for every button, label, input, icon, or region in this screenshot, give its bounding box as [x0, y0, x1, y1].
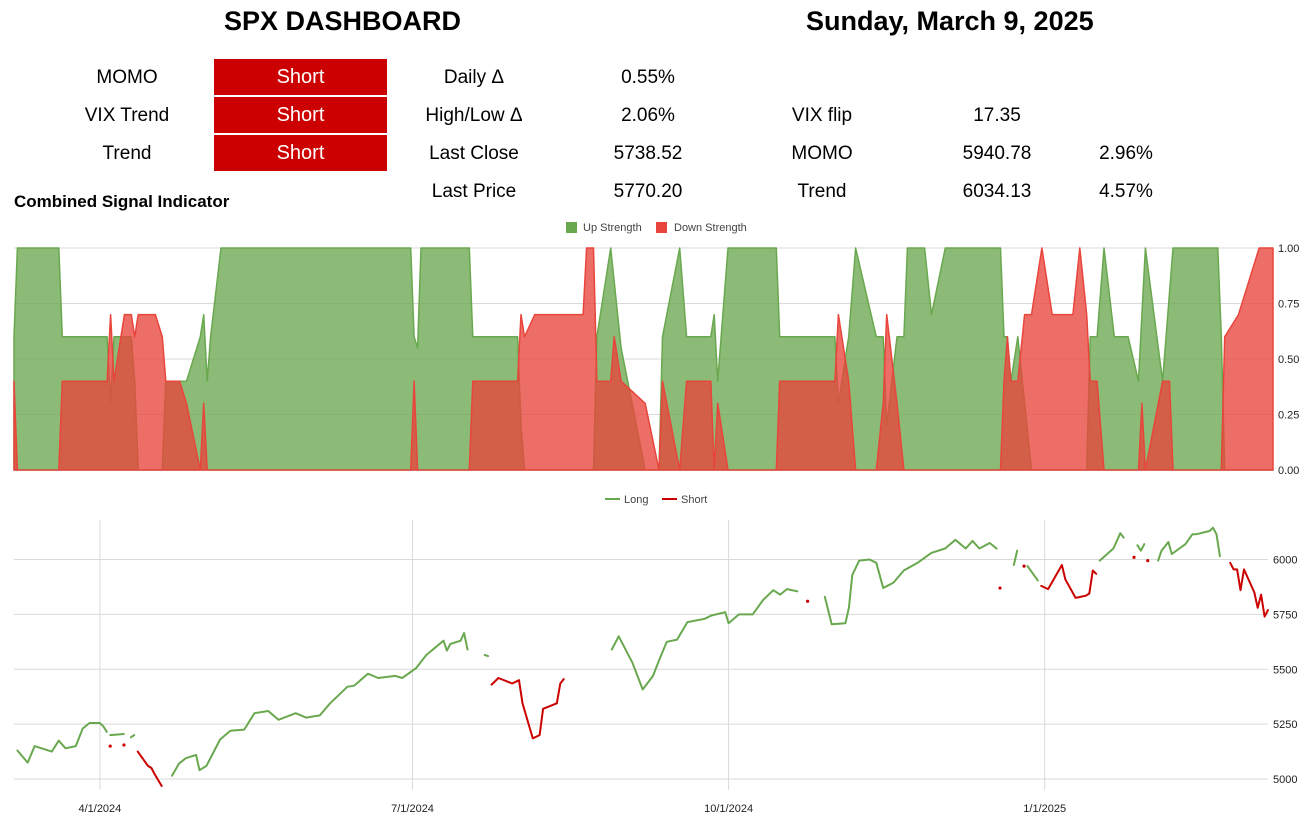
- momo-level-value: 5940.78: [962, 143, 1032, 164]
- price-x-tick-label: 4/1/2024: [78, 803, 121, 815]
- up-strength-area: [13, 247, 1274, 471]
- trend-level-value: 6034.13: [962, 181, 1032, 202]
- long-line-segment: [1026, 565, 1039, 582]
- long-line-segment: [129, 734, 136, 739]
- price-y-tick-label: 5500: [1273, 664, 1297, 676]
- short-line-segment: [1040, 564, 1098, 599]
- short-line-point: [1146, 559, 1150, 563]
- up-strength-legend-label: Up Strength: [583, 222, 642, 234]
- short-line-point: [806, 599, 810, 603]
- last-price-label: Last Price: [431, 181, 517, 202]
- signal-label-trend: Trend: [102, 143, 152, 164]
- vix-flip-value: 17.35: [973, 105, 1021, 126]
- short-line-point: [1132, 555, 1136, 559]
- long-legend-label: Long: [624, 494, 648, 506]
- vix-flip-label: VIX flip: [791, 105, 853, 126]
- page-title: SPX DASHBOARD: [224, 6, 462, 36]
- highlow-delta-value: 2.06%: [621, 105, 675, 126]
- long-line-segment: [823, 538, 998, 626]
- strength-y-tick-label: 0.75: [1278, 299, 1299, 311]
- price-x-tick-label: 7/1/2024: [391, 803, 434, 815]
- long-line-segment: [109, 733, 125, 737]
- long-line-segment: [1012, 549, 1019, 566]
- signal-badge-trend: Short: [214, 135, 387, 171]
- last-close-label: Last Close: [429, 143, 519, 164]
- page-date: Sunday, March 9, 2025: [806, 6, 1094, 36]
- long-line-segment: [16, 722, 108, 764]
- trend-pct-value: 4.57%: [1099, 181, 1153, 202]
- long-line-segment: [610, 588, 799, 691]
- price-y-tick-label: 5000: [1273, 774, 1297, 786]
- short-legend-label: Short: [681, 494, 707, 506]
- price-x-tick-label: 1/1/2025: [1023, 803, 1066, 815]
- short-line-point: [108, 744, 112, 748]
- strength-y-tick-label: 1.00: [1278, 243, 1299, 255]
- signal-badge-vix-trend: Short: [214, 97, 387, 133]
- signal-badge-momo: Short: [214, 59, 387, 95]
- last-price-value: 5770.20: [613, 181, 683, 202]
- strength-y-tick-label: 0.25: [1278, 410, 1299, 422]
- short-line-point: [122, 743, 126, 747]
- long-line-segment: [1157, 526, 1221, 562]
- daily-delta-value: 0.55%: [621, 67, 675, 88]
- signal-label-momo: MOMO: [96, 67, 158, 88]
- strength-chart: Up Strength Down Strength 1.00 0.75 0.50 0.…: [13, 222, 1299, 477]
- highlow-delta-label: High/Low Δ: [425, 105, 523, 126]
- short-line-segment: [490, 677, 565, 740]
- short-line-point: [1022, 564, 1026, 568]
- down-strength-legend-swatch: [656, 222, 667, 233]
- down-strength-area: [13, 247, 1274, 471]
- long-line-segment: [1136, 543, 1146, 552]
- long-line-segment: [1098, 532, 1125, 562]
- up-strength-legend-swatch: [566, 222, 577, 233]
- last-close-value: 5738.52: [613, 143, 683, 164]
- down-strength-legend-label: Down Strength: [674, 222, 747, 234]
- long-line-segment: [483, 654, 490, 658]
- strength-y-tick-label: 0.00: [1278, 465, 1299, 477]
- momo-level-label: MOMO: [791, 143, 853, 164]
- short-line-point: [998, 586, 1002, 590]
- short-line-segment: [136, 750, 163, 787]
- price-legend: Long Short: [605, 494, 707, 506]
- strength-legend: Up Strength Down Strength: [566, 222, 747, 234]
- price-y-tick-label: 6000: [1273, 555, 1297, 567]
- price-x-tick-label: 10/1/2024: [704, 803, 753, 815]
- daily-delta-label: Daily Δ: [443, 67, 505, 88]
- momo-pct-value: 2.96%: [1099, 143, 1153, 164]
- long-line-segment: [171, 632, 469, 777]
- signal-label-vix-trend: VIX Trend: [84, 105, 170, 126]
- price-y-tick-label: 5750: [1273, 609, 1297, 621]
- short-line-segment: [1229, 561, 1269, 618]
- trend-level-label: Trend: [797, 181, 847, 202]
- combined-signal-title: Combined Signal Indicator: [14, 192, 230, 211]
- strength-y-tick-label: 0.50: [1278, 354, 1299, 366]
- price-y-tick-label: 5250: [1273, 719, 1297, 731]
